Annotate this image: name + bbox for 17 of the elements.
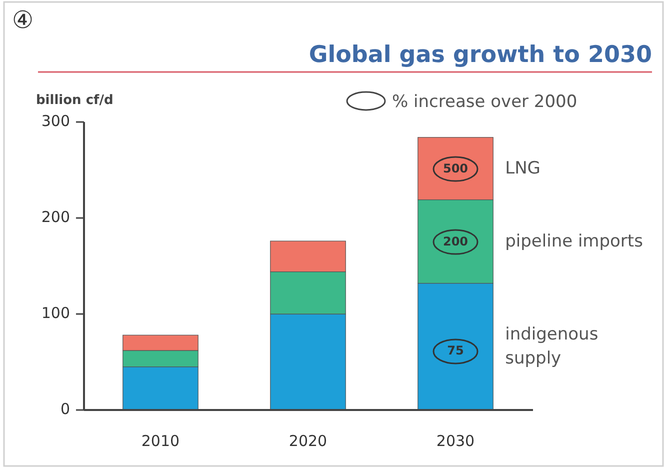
x-tick-label: 2010 [141, 432, 180, 450]
y-tick-label: 100 [41, 304, 70, 322]
x-tick-label: 2020 [288, 432, 328, 450]
series-label: pipeline imports [505, 231, 644, 252]
chart-title: Global gas growth to 2030 [308, 42, 652, 68]
x-tick-label: 2030 [436, 432, 475, 450]
annotation: 200 [442, 234, 468, 248]
annotation: 75 [447, 344, 464, 358]
series-label: indigenous supply [505, 324, 598, 368]
series-label: LNG [505, 158, 540, 178]
y-axis-title: billion cf/d [36, 93, 114, 108]
y-tick-label: 0 [60, 400, 70, 418]
text: ④ [12, 6, 34, 34]
y-tick-label: 200 [41, 208, 70, 226]
y-tick-label: 300 [41, 112, 70, 130]
text: % increase over 2000 [392, 92, 578, 112]
annotation: 500 [442, 161, 468, 176]
